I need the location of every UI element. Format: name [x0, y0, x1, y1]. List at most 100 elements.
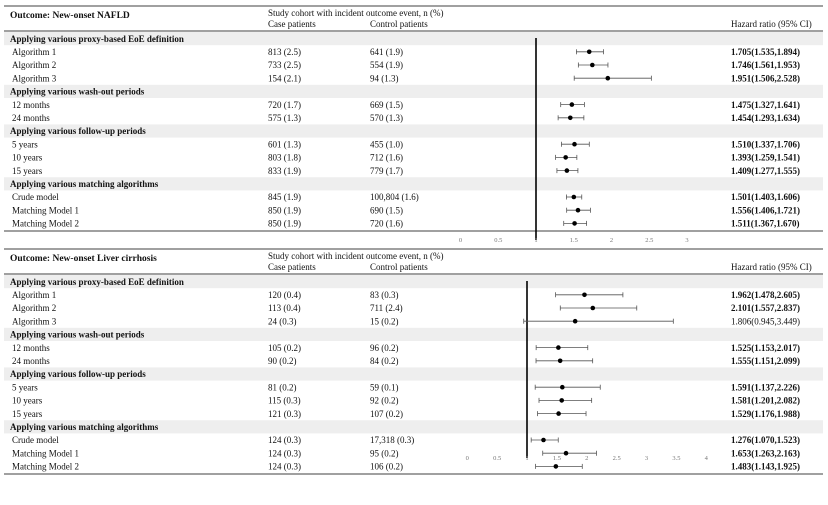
hr-point: [586, 49, 592, 55]
case-count-cell: 113 (0.4): [268, 303, 301, 313]
row-label: Matching Model 2: [12, 219, 79, 229]
x-tick-label: 1: [525, 455, 528, 462]
x-tick-label: 0.5: [493, 455, 501, 462]
hr-point: [572, 221, 577, 226]
control-count-cell: 83 (0.3): [370, 290, 399, 300]
x-tick-label: 0: [459, 237, 462, 244]
hr-ci-label: 1.581(1.201,2.082): [731, 396, 800, 406]
hr-ci-label: 1.454(1.293,1.634): [731, 113, 800, 123]
hr-ci-label: 1.555(1.151,2.099): [731, 356, 800, 366]
case-patients-header: Case patients: [268, 262, 316, 272]
section-band: [4, 327, 823, 341]
hr-point: [571, 194, 577, 200]
hr-point: [569, 102, 575, 107]
hr-point: [567, 115, 573, 121]
hr-ci-label: 1.409(1.277,1.555): [731, 166, 800, 176]
row-label: 24 months: [12, 356, 50, 366]
hazard-ratio-header: Hazard ratio (95% CI): [731, 262, 812, 272]
control-patients-header: Control patients: [370, 262, 428, 272]
row-label: Matching Model 2: [12, 462, 79, 472]
hr-point: [605, 75, 611, 81]
hr-ci-label: 1.705(1.535,1.894): [731, 47, 800, 57]
hr-ci-label: 1.525(1.153,2.017): [731, 343, 800, 353]
control-count-cell: 455 (1.0): [370, 139, 403, 149]
hr-ci-label: 1.475(1.327,1.641): [731, 100, 800, 110]
hr-ci-label: 1.653(1.263,2.163): [731, 448, 800, 458]
row-label: 12 months: [12, 100, 50, 110]
control-count-cell: 107 (0.2): [370, 409, 403, 419]
case-count-cell: 24 (0.3): [268, 316, 297, 326]
control-count-cell: 712 (1.6): [370, 153, 403, 163]
control-count-cell: 59 (0.1): [370, 382, 399, 392]
section-band: [4, 84, 823, 98]
case-count-cell: 105 (0.2): [268, 343, 301, 353]
row-label: Algorithm 1: [12, 47, 56, 57]
hr-point: [553, 464, 559, 469]
column-group-label: Study cohort with incident outcome event…: [268, 251, 443, 261]
hr-point: [541, 437, 546, 443]
hr-point: [556, 411, 561, 416]
case-count-cell: 120 (0.4): [268, 290, 301, 300]
control-count-cell: 17,318 (0.3): [370, 435, 414, 445]
control-count-cell: 100,804 (1.6): [370, 192, 419, 202]
case-count-cell: 601 (1.3): [268, 139, 301, 149]
control-patients-header: Control patients: [370, 19, 428, 29]
row-label: 15 years: [12, 409, 43, 419]
hr-point: [572, 141, 577, 147]
control-count-cell: 554 (1.9): [370, 60, 403, 70]
row-label: Matching Model 1: [12, 205, 79, 215]
section-title: Applying various follow-up periods: [10, 126, 146, 136]
row-label: Crude model: [12, 192, 59, 202]
hr-ci-label: 1.591(1.137,2.226): [731, 382, 800, 392]
row-label: Algorithm 2: [12, 303, 56, 313]
hr-ci-label: 1.746(1.561,1.953): [731, 60, 800, 70]
hr-ci-label: 1.962(1.478,2.605): [731, 290, 800, 300]
hr-point: [575, 207, 581, 213]
outcome-label: Outcome: New-onset Liver cirrhosis: [10, 254, 157, 264]
x-tick-label: 3: [645, 455, 648, 462]
hr-point: [557, 358, 563, 364]
case-count-cell: 720 (1.7): [268, 100, 301, 110]
hr-ci-label: 1.511(1.367,1.670): [731, 219, 800, 229]
row-label: 10 years: [12, 396, 43, 406]
section-band: [4, 177, 823, 191]
hr-point: [590, 62, 595, 68]
x-tick-label: 3.5: [672, 455, 680, 462]
control-count-cell: 15 (0.2): [370, 316, 399, 326]
row-label: 5 years: [12, 382, 38, 392]
hr-ci-label: 2.101(1.557,2.837): [731, 303, 800, 313]
section-title: Applying various matching algorithms: [10, 422, 159, 432]
case-count-cell: 124 (0.3): [268, 435, 301, 445]
x-tick-label: 2.5: [645, 237, 653, 244]
hr-ci-label: 1.951(1.506,2.528): [731, 73, 800, 83]
control-count-cell: 96 (0.2): [370, 343, 399, 353]
hr-ci-label: 1.556(1.406,1.721): [731, 205, 800, 215]
row-label: Algorithm 2: [12, 60, 56, 70]
row-label: Matching Model 1: [12, 448, 79, 458]
section-title: Applying various matching algorithms: [10, 179, 159, 189]
hr-ci-label: 1.276(1.070,1.523): [731, 435, 800, 445]
case-count-cell: 115 (0.3): [268, 396, 301, 406]
control-count-cell: 92 (0.2): [370, 396, 399, 406]
case-count-cell: 124 (0.3): [268, 462, 301, 472]
hr-point: [563, 155, 568, 160]
hr-point: [559, 398, 565, 403]
section-band: [4, 367, 823, 381]
x-tick-label: 1: [534, 237, 537, 244]
x-tick-label: 2: [610, 237, 613, 244]
control-count-cell: 690 (1.5): [370, 205, 403, 215]
control-count-cell: 720 (1.6): [370, 219, 403, 229]
control-count-cell: 711 (2.4): [370, 303, 403, 313]
nafld-forest-panel: Outcome: New-onset NAFLD Study cohort wit…: [4, 5, 823, 244]
case-count-cell: 575 (1.3): [268, 113, 301, 123]
hazard-ratio-header: Hazard ratio (95% CI): [731, 19, 812, 29]
section-band: [4, 275, 823, 289]
x-tick-label: 2: [585, 455, 588, 462]
x-tick-label: 0: [466, 455, 469, 462]
hr-point: [564, 168, 570, 173]
outcome-label: Outcome: New-onset NAFLD: [10, 11, 130, 21]
section-title: Applying various wash-out periods: [10, 87, 145, 97]
x-tick-label: 3: [685, 237, 688, 244]
hr-ci-label: 1.393(1.259,1.541): [731, 153, 800, 163]
